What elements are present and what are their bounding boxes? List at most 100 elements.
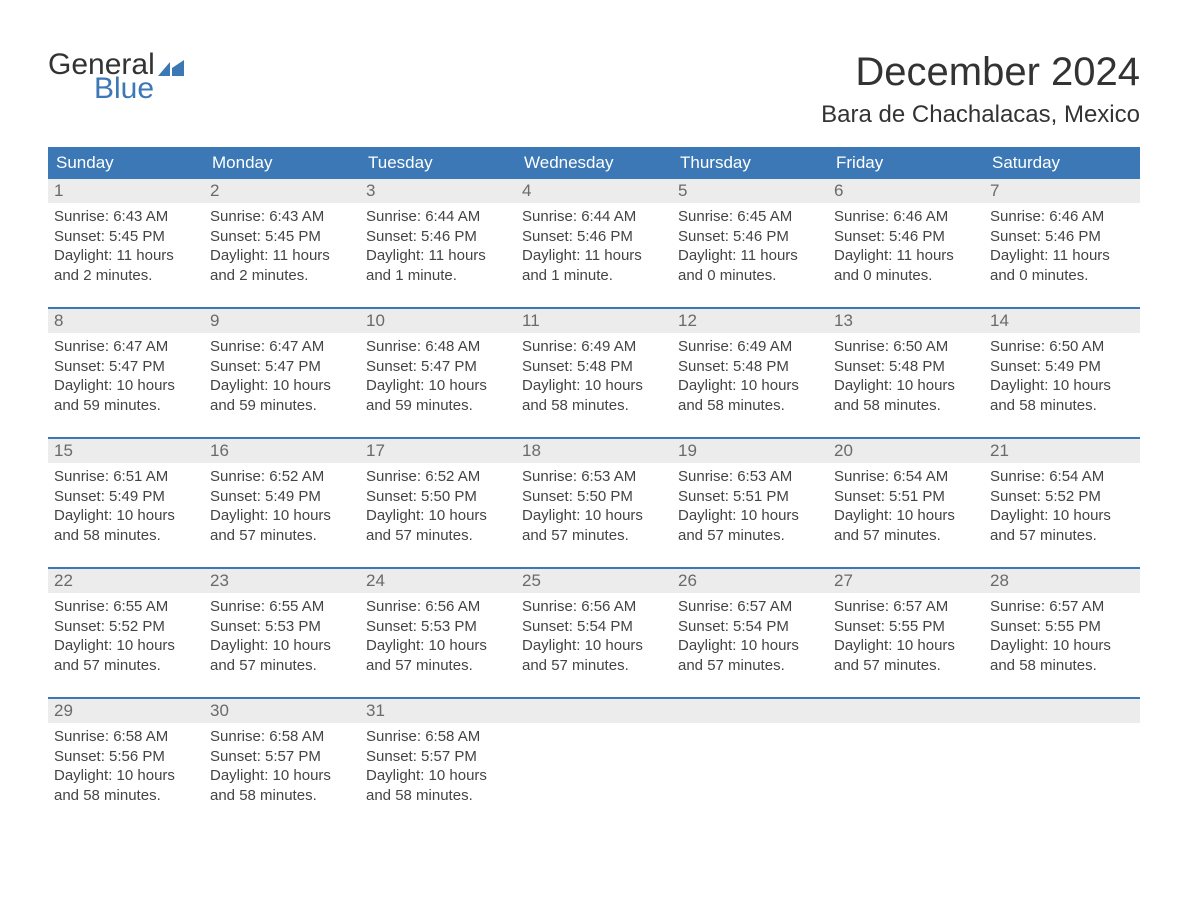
daylight-text-2: and 1 minute. (522, 266, 666, 286)
day-body: Sunrise: 6:51 AMSunset: 5:49 PMDaylight:… (48, 463, 204, 549)
day-number: 27 (828, 569, 984, 593)
day-number: 1 (48, 179, 204, 203)
daylight-text-2: and 58 minutes. (54, 786, 198, 806)
day-body (516, 723, 672, 731)
day-cell: 5Sunrise: 6:45 AMSunset: 5:46 PMDaylight… (672, 179, 828, 289)
day-body: Sunrise: 6:58 AMSunset: 5:57 PMDaylight:… (204, 723, 360, 809)
daylight-text-2: and 58 minutes. (990, 656, 1134, 676)
sunset-text: Sunset: 5:49 PM (54, 487, 198, 507)
sunrise-text: Sunrise: 6:55 AM (54, 597, 198, 617)
sunrise-text: Sunrise: 6:51 AM (54, 467, 198, 487)
day-number: 22 (48, 569, 204, 593)
sunrise-text: Sunrise: 6:48 AM (366, 337, 510, 357)
day-number: 25 (516, 569, 672, 593)
day-number (828, 699, 984, 723)
day-cell: 13Sunrise: 6:50 AMSunset: 5:48 PMDayligh… (828, 309, 984, 419)
daylight-text-1: Daylight: 11 hours (366, 246, 510, 266)
sunset-text: Sunset: 5:49 PM (210, 487, 354, 507)
day-cell: 3Sunrise: 6:44 AMSunset: 5:46 PMDaylight… (360, 179, 516, 289)
daylight-text-2: and 57 minutes. (522, 656, 666, 676)
daylight-text-1: Daylight: 10 hours (834, 506, 978, 526)
day-cell: 15Sunrise: 6:51 AMSunset: 5:49 PMDayligh… (48, 439, 204, 549)
day-cell: 11Sunrise: 6:49 AMSunset: 5:48 PMDayligh… (516, 309, 672, 419)
day-number: 2 (204, 179, 360, 203)
sunrise-text: Sunrise: 6:46 AM (834, 207, 978, 227)
sunset-text: Sunset: 5:47 PM (54, 357, 198, 377)
daylight-text-2: and 58 minutes. (990, 396, 1134, 416)
day-body: Sunrise: 6:54 AMSunset: 5:52 PMDaylight:… (984, 463, 1140, 549)
day-number: 26 (672, 569, 828, 593)
day-body (984, 723, 1140, 731)
daylight-text-1: Daylight: 10 hours (834, 636, 978, 656)
daylight-text-2: and 1 minute. (366, 266, 510, 286)
dow-friday: Friday (828, 147, 984, 179)
day-cell: 29Sunrise: 6:58 AMSunset: 5:56 PMDayligh… (48, 699, 204, 809)
sunset-text: Sunset: 5:48 PM (834, 357, 978, 377)
sunrise-text: Sunrise: 6:49 AM (522, 337, 666, 357)
dow-saturday: Saturday (984, 147, 1140, 179)
day-body: Sunrise: 6:50 AMSunset: 5:48 PMDaylight:… (828, 333, 984, 419)
month-title: December 2024 (821, 50, 1140, 95)
day-body: Sunrise: 6:45 AMSunset: 5:46 PMDaylight:… (672, 203, 828, 289)
daylight-text-2: and 57 minutes. (990, 526, 1134, 546)
sunrise-text: Sunrise: 6:43 AM (210, 207, 354, 227)
daylight-text-1: Daylight: 10 hours (522, 506, 666, 526)
daylight-text-1: Daylight: 11 hours (210, 246, 354, 266)
sunset-text: Sunset: 5:50 PM (522, 487, 666, 507)
daylight-text-2: and 58 minutes. (54, 526, 198, 546)
day-cell: 20Sunrise: 6:54 AMSunset: 5:51 PMDayligh… (828, 439, 984, 549)
day-body: Sunrise: 6:55 AMSunset: 5:53 PMDaylight:… (204, 593, 360, 679)
day-body: Sunrise: 6:48 AMSunset: 5:47 PMDaylight:… (360, 333, 516, 419)
day-number: 15 (48, 439, 204, 463)
day-body: Sunrise: 6:53 AMSunset: 5:51 PMDaylight:… (672, 463, 828, 549)
day-body: Sunrise: 6:47 AMSunset: 5:47 PMDaylight:… (204, 333, 360, 419)
sunset-text: Sunset: 5:54 PM (678, 617, 822, 637)
daylight-text-1: Daylight: 10 hours (990, 636, 1134, 656)
daylight-text-2: and 57 minutes. (210, 656, 354, 676)
day-body: Sunrise: 6:57 AMSunset: 5:55 PMDaylight:… (984, 593, 1140, 679)
daylight-text-1: Daylight: 10 hours (678, 376, 822, 396)
sunrise-text: Sunrise: 6:56 AM (522, 597, 666, 617)
day-cell: 1Sunrise: 6:43 AMSunset: 5:45 PMDaylight… (48, 179, 204, 289)
daylight-text-2: and 57 minutes. (678, 656, 822, 676)
daylight-text-1: Daylight: 10 hours (522, 376, 666, 396)
day-number (672, 699, 828, 723)
day-body (672, 723, 828, 731)
day-body: Sunrise: 6:53 AMSunset: 5:50 PMDaylight:… (516, 463, 672, 549)
daylight-text-2: and 2 minutes. (210, 266, 354, 286)
sunrise-text: Sunrise: 6:53 AM (678, 467, 822, 487)
sunrise-text: Sunrise: 6:52 AM (210, 467, 354, 487)
day-body: Sunrise: 6:49 AMSunset: 5:48 PMDaylight:… (516, 333, 672, 419)
day-cell: 18Sunrise: 6:53 AMSunset: 5:50 PMDayligh… (516, 439, 672, 549)
sunrise-text: Sunrise: 6:53 AM (522, 467, 666, 487)
day-body: Sunrise: 6:49 AMSunset: 5:48 PMDaylight:… (672, 333, 828, 419)
sunset-text: Sunset: 5:55 PM (990, 617, 1134, 637)
sunrise-text: Sunrise: 6:52 AM (366, 467, 510, 487)
sunset-text: Sunset: 5:51 PM (678, 487, 822, 507)
day-cell: 19Sunrise: 6:53 AMSunset: 5:51 PMDayligh… (672, 439, 828, 549)
day-cell: 24Sunrise: 6:56 AMSunset: 5:53 PMDayligh… (360, 569, 516, 679)
sunrise-text: Sunrise: 6:47 AM (54, 337, 198, 357)
day-body: Sunrise: 6:43 AMSunset: 5:45 PMDaylight:… (204, 203, 360, 289)
dow-wednesday: Wednesday (516, 147, 672, 179)
day-number: 9 (204, 309, 360, 333)
daylight-text-2: and 57 minutes. (210, 526, 354, 546)
day-body: Sunrise: 6:50 AMSunset: 5:49 PMDaylight:… (984, 333, 1140, 419)
daylight-text-2: and 58 minutes. (678, 396, 822, 416)
daylight-text-1: Daylight: 11 hours (678, 246, 822, 266)
calendar-header: Sunday Monday Tuesday Wednesday Thursday… (48, 147, 1140, 179)
daylight-text-1: Daylight: 10 hours (522, 636, 666, 656)
sunrise-text: Sunrise: 6:58 AM (366, 727, 510, 747)
day-cell: 23Sunrise: 6:55 AMSunset: 5:53 PMDayligh… (204, 569, 360, 679)
week-row: 8Sunrise: 6:47 AMSunset: 5:47 PMDaylight… (48, 307, 1140, 419)
day-cell: 9Sunrise: 6:47 AMSunset: 5:47 PMDaylight… (204, 309, 360, 419)
daylight-text-2: and 0 minutes. (834, 266, 978, 286)
daylight-text-2: and 0 minutes. (990, 266, 1134, 286)
day-body: Sunrise: 6:56 AMSunset: 5:53 PMDaylight:… (360, 593, 516, 679)
day-number: 18 (516, 439, 672, 463)
day-number (516, 699, 672, 723)
daylight-text-2: and 57 minutes. (834, 656, 978, 676)
day-body: Sunrise: 6:47 AMSunset: 5:47 PMDaylight:… (48, 333, 204, 419)
day-cell: 12Sunrise: 6:49 AMSunset: 5:48 PMDayligh… (672, 309, 828, 419)
location: Bara de Chachalacas, Mexico (821, 101, 1140, 129)
